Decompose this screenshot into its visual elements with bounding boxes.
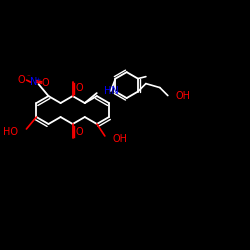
Text: ⁻: ⁻ [27, 74, 30, 80]
Text: O: O [76, 127, 83, 137]
Text: O: O [18, 75, 25, 85]
Text: HO: HO [4, 127, 18, 137]
Text: HN: HN [104, 86, 118, 96]
Text: O: O [76, 83, 83, 93]
Text: O: O [42, 78, 49, 88]
Text: N: N [30, 77, 37, 87]
Text: OH: OH [176, 90, 191, 101]
Text: +: + [35, 76, 40, 82]
Text: OH: OH [113, 134, 128, 144]
